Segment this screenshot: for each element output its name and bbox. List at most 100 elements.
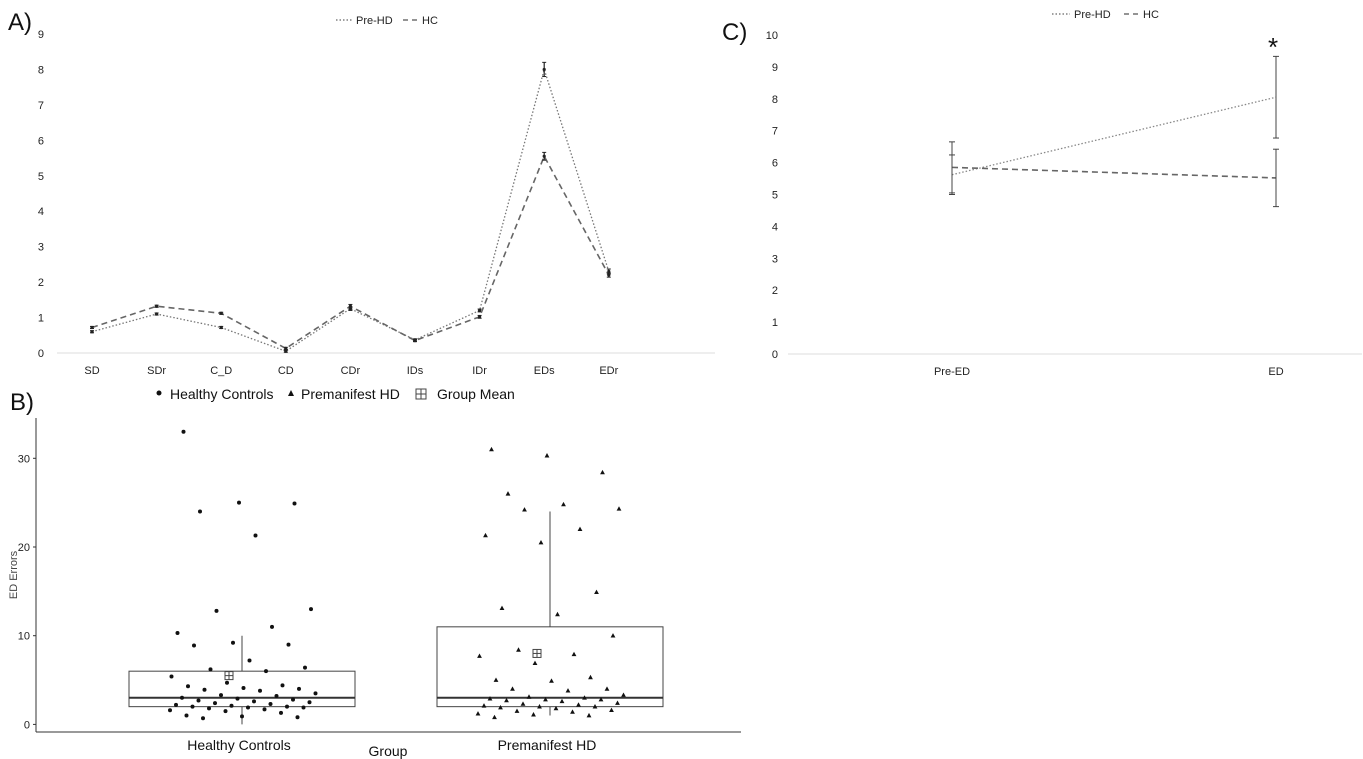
point-healthy-controls bbox=[240, 714, 244, 719]
point-premanifest-hd bbox=[475, 711, 481, 716]
box-premanifest-hd bbox=[436, 626, 664, 708]
point-premanifest-hd bbox=[538, 539, 544, 545]
y-tick-label: 6 bbox=[38, 135, 44, 147]
panel-b-legend: Healthy Controls Premanifest HD Group Me… bbox=[156, 386, 515, 402]
y-tick-label: 2 bbox=[38, 277, 44, 289]
panel-a-y-ticks: 0 1 2 3 4 5 6 7 8 9 bbox=[38, 29, 44, 360]
point-healthy-controls bbox=[303, 665, 307, 670]
y-tick-label: 3 bbox=[772, 253, 778, 265]
legend-label-hc: HC bbox=[1143, 9, 1159, 21]
point-hc bbox=[348, 304, 352, 308]
panel-a-legend: Pre-HD HC bbox=[336, 15, 438, 27]
point-healthy-controls bbox=[175, 631, 180, 636]
point-premanifest-hd bbox=[531, 712, 536, 717]
x-tick-label: Healthy Controls bbox=[187, 737, 291, 753]
panel-c-series bbox=[949, 55, 1279, 208]
point-healthy-controls bbox=[292, 501, 297, 506]
point-healthy-controls bbox=[237, 500, 241, 505]
y-tick-label: 4 bbox=[772, 221, 778, 233]
y-tick-label: 10 bbox=[766, 30, 778, 42]
panel-a-series bbox=[90, 61, 611, 353]
point-healthy-controls bbox=[213, 701, 217, 706]
y-tick-label: 7 bbox=[772, 126, 778, 138]
panel-c-x-ticks: Pre-ED ED bbox=[934, 366, 1284, 378]
x-tick-label: IDs bbox=[407, 365, 424, 377]
point-premanifest-hd bbox=[588, 674, 593, 680]
point-premanifest-hd bbox=[609, 707, 614, 713]
panel-b-x-ticks: Healthy Controls Premanifest HD bbox=[187, 737, 596, 753]
point-hc bbox=[542, 154, 546, 158]
y-tick-label: 2 bbox=[772, 285, 778, 297]
point-healthy-controls bbox=[231, 640, 235, 645]
point-premanifest-hd bbox=[549, 678, 554, 683]
point-premanifest-hd bbox=[537, 704, 542, 709]
y-tick-label: 6 bbox=[772, 158, 778, 170]
point-healthy-controls bbox=[262, 707, 267, 712]
point-pre-hd bbox=[155, 312, 159, 316]
point-premanifest-hd bbox=[559, 698, 565, 704]
point-healthy-controls bbox=[280, 683, 285, 688]
point-healthy-controls bbox=[285, 704, 289, 709]
x-tick-label: CD bbox=[278, 365, 294, 377]
point-pre-hd bbox=[219, 325, 223, 330]
point-healthy-controls bbox=[225, 680, 229, 685]
panel-b-y-ticks: 0 10 20 30 bbox=[18, 453, 36, 731]
point-premanifest-hd bbox=[616, 506, 622, 511]
y-tick-label: 8 bbox=[38, 64, 44, 76]
point-premanifest-hd bbox=[489, 446, 494, 452]
box-healthy-controls bbox=[128, 670, 356, 708]
point-healthy-controls bbox=[186, 684, 190, 689]
panel-b-label: B) bbox=[10, 389, 34, 416]
series-line-pre-hd bbox=[951, 96, 1277, 176]
y-tick-label: 5 bbox=[38, 171, 44, 183]
panel-a-label: A) bbox=[8, 9, 32, 36]
x-tick-label: Premanifest HD bbox=[498, 737, 597, 753]
point-premanifest-hd bbox=[565, 688, 571, 693]
point-healthy-controls bbox=[181, 429, 186, 434]
point-healthy-controls bbox=[235, 696, 240, 701]
panel-b-boxes bbox=[128, 511, 664, 725]
point-healthy-controls bbox=[279, 710, 283, 715]
point-healthy-controls bbox=[301, 705, 306, 710]
point-healthy-controls bbox=[253, 533, 258, 538]
panel-c-label: C) bbox=[722, 19, 747, 46]
y-tick-label: 1 bbox=[772, 317, 778, 329]
point-premanifest-hd bbox=[598, 696, 604, 702]
y-tick-label: 7 bbox=[38, 100, 44, 112]
point-pre-hd bbox=[90, 330, 94, 334]
panel-b-y-axis-title: ED Errors bbox=[8, 550, 20, 599]
panel-a-x-ticks: SD SDr C_D CD CDr IDs IDr EDs EDr bbox=[84, 365, 618, 377]
point-healthy-controls bbox=[202, 687, 207, 692]
point-hc bbox=[478, 315, 482, 319]
point-healthy-controls bbox=[192, 643, 196, 648]
point-premanifest-hd bbox=[505, 491, 511, 496]
point-premanifest-hd bbox=[498, 704, 503, 710]
legend-label-pre-hd: Pre-HD bbox=[1074, 9, 1111, 21]
panel-c-y-ticks: 0 1 2 3 4 5 6 7 8 9 10 bbox=[766, 30, 778, 361]
point-premanifest-hd bbox=[520, 701, 526, 706]
point-premanifest-hd bbox=[615, 700, 620, 705]
point-healthy-controls bbox=[208, 667, 213, 672]
point-healthy-controls bbox=[286, 642, 291, 647]
point-premanifest-hd bbox=[555, 611, 560, 617]
point-healthy-controls bbox=[297, 686, 301, 691]
panel-a: A) Pre-HD HC 0 1 2 3 4 5 6 7 8 9 SD SDr C_D CD CDr IDs… bbox=[8, 9, 715, 377]
point-premanifest-hd bbox=[577, 526, 583, 532]
point-pre-hd bbox=[542, 67, 546, 72]
y-tick-label: 1 bbox=[38, 313, 44, 325]
point-pre-hd bbox=[478, 308, 482, 313]
x-tick-label: Pre-ED bbox=[934, 366, 970, 378]
point-premanifest-hd bbox=[483, 532, 488, 538]
point-premanifest-hd bbox=[510, 686, 515, 691]
point-premanifest-hd bbox=[526, 694, 532, 699]
y-tick-label: 0 bbox=[38, 348, 44, 360]
point-premanifest-hd bbox=[532, 660, 538, 665]
series-line-hc bbox=[951, 166, 1277, 179]
x-tick-label: EDr bbox=[599, 365, 618, 377]
point-healthy-controls bbox=[190, 704, 195, 709]
y-tick-label: 0 bbox=[24, 719, 30, 731]
y-tick-label: 4 bbox=[38, 206, 44, 218]
x-tick-label: EDs bbox=[534, 365, 555, 377]
point-healthy-controls bbox=[291, 697, 295, 702]
point-premanifest-hd bbox=[493, 677, 499, 682]
